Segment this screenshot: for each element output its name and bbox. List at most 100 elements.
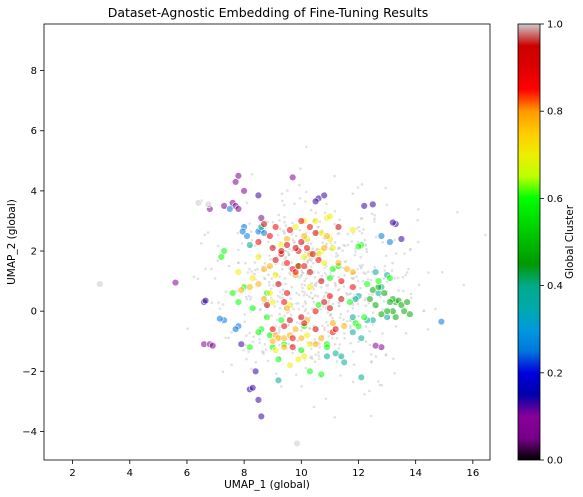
background-point xyxy=(230,331,233,334)
data-point xyxy=(337,352,345,360)
y-tick-label: 4 xyxy=(31,186,37,197)
background-point xyxy=(327,299,331,303)
data-point xyxy=(239,227,247,236)
background-point xyxy=(360,231,364,235)
background-point xyxy=(361,263,364,267)
background-point xyxy=(249,296,253,299)
data-point xyxy=(204,200,213,209)
background-point xyxy=(355,275,358,278)
background-point xyxy=(310,265,313,268)
data-point xyxy=(400,307,408,315)
background-point xyxy=(434,307,437,311)
background-point xyxy=(382,299,386,303)
background-point xyxy=(266,359,270,363)
background-point xyxy=(373,220,376,223)
background-point xyxy=(291,221,294,225)
background-point xyxy=(245,334,248,337)
background-point xyxy=(250,367,253,371)
data-point xyxy=(306,283,314,291)
background-point xyxy=(286,311,289,314)
data-point xyxy=(274,355,283,363)
data-point xyxy=(371,301,380,309)
data-point xyxy=(216,315,224,323)
data-point xyxy=(297,238,305,246)
background-point xyxy=(337,275,341,279)
background-point xyxy=(318,357,321,361)
data-point xyxy=(220,247,228,255)
background-point xyxy=(227,336,230,340)
colorbar-tick-label: 0.4 xyxy=(547,281,563,292)
data-point xyxy=(249,274,257,282)
data-point xyxy=(286,226,294,234)
background-point xyxy=(383,264,387,268)
data-point xyxy=(266,262,274,270)
background-point xyxy=(323,266,327,270)
background-point xyxy=(243,320,247,324)
data-point xyxy=(231,178,240,186)
background-point xyxy=(336,253,340,257)
background-point xyxy=(278,343,281,347)
background-point xyxy=(374,235,378,239)
y-tick-label: −4 xyxy=(22,427,37,438)
background-point xyxy=(312,300,316,304)
background-point xyxy=(320,286,323,289)
background-point xyxy=(262,351,265,354)
x-axis-label: UMAP_1 (global) xyxy=(224,479,310,491)
background-point xyxy=(218,307,222,311)
data-point xyxy=(331,325,340,333)
background-point xyxy=(342,318,345,321)
data-point xyxy=(317,334,325,342)
background-point xyxy=(270,314,273,318)
background-point xyxy=(275,372,278,376)
background-point xyxy=(331,302,335,306)
data-point xyxy=(291,325,300,333)
background-point xyxy=(301,286,304,290)
background-point xyxy=(363,238,367,242)
background-point xyxy=(368,343,372,347)
data-point xyxy=(271,346,280,354)
background-point xyxy=(292,307,295,311)
background-point xyxy=(356,186,360,189)
background-point xyxy=(381,308,384,312)
data-point xyxy=(337,295,345,303)
chart-title: Dataset-Agnostic Embedding of Fine-Tunin… xyxy=(108,5,429,20)
background-point xyxy=(313,338,317,341)
background-point xyxy=(353,253,357,257)
background-point xyxy=(267,280,271,284)
y-axis-label: UMAP_2 (global) xyxy=(6,199,18,285)
background-point xyxy=(351,192,355,195)
background-point xyxy=(366,278,370,281)
background-point xyxy=(305,190,308,194)
data-point xyxy=(289,173,297,182)
data-point xyxy=(363,280,371,288)
background-point xyxy=(392,357,395,361)
background-point xyxy=(311,247,315,250)
background-point xyxy=(325,242,328,246)
background-point xyxy=(325,202,328,206)
background-point xyxy=(359,217,363,220)
data-point xyxy=(311,340,320,348)
background-point xyxy=(277,213,281,217)
background-point xyxy=(364,340,368,343)
background-point xyxy=(258,338,261,341)
scatter-points xyxy=(96,172,446,448)
background-point xyxy=(363,393,366,396)
background-point xyxy=(300,329,303,332)
background-point xyxy=(338,246,342,250)
background-point xyxy=(342,285,346,288)
background-point xyxy=(343,337,346,340)
background-point xyxy=(321,241,325,244)
background-point xyxy=(277,294,280,298)
data-point xyxy=(326,212,334,221)
data-point xyxy=(303,244,311,252)
background-point xyxy=(258,341,262,345)
background-point xyxy=(339,374,342,377)
background-point xyxy=(422,309,426,313)
background-point xyxy=(263,262,267,265)
data-point xyxy=(283,289,291,297)
background-point xyxy=(384,354,388,357)
background-point xyxy=(384,254,388,258)
background-point xyxy=(337,347,341,350)
background-point xyxy=(221,303,225,306)
background-point xyxy=(335,360,339,363)
